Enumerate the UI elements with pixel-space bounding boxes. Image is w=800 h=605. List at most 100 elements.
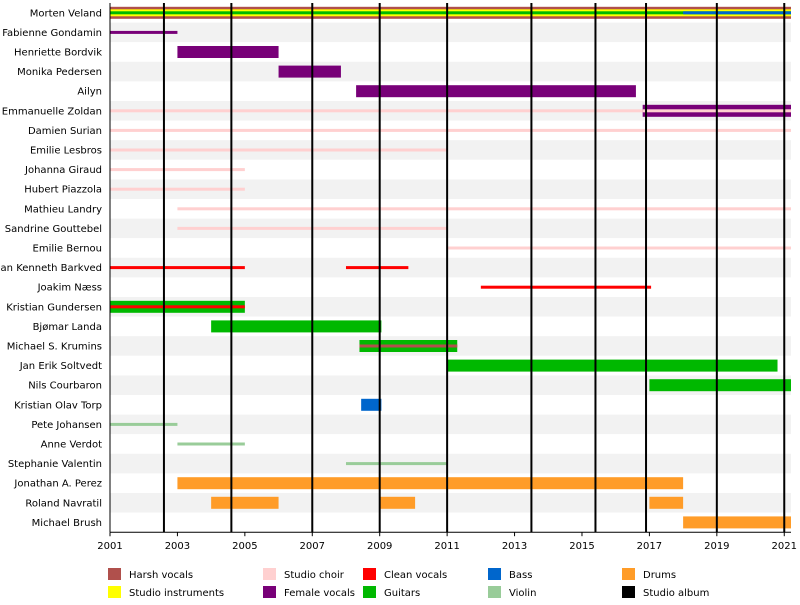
row-band	[110, 453, 791, 474]
x-tick-label: 2009	[367, 541, 392, 552]
legend-swatch-bass	[488, 568, 501, 580]
bar-choir	[110, 187, 245, 191]
x-tick-label: 2015	[569, 541, 594, 552]
bar-clean	[480, 285, 652, 289]
member-label: Bjømar Landa	[33, 322, 102, 333]
legend-label: Studio album	[643, 588, 709, 599]
bar-harsh	[359, 344, 458, 348]
bar-guitars	[649, 379, 791, 392]
x-tick-label: 2005	[232, 541, 257, 552]
bar-violin	[110, 422, 178, 426]
x-tick-label: 2003	[165, 541, 190, 552]
member-label: Pete Johansen	[31, 420, 102, 431]
legend: Harsh vocals Studio instruments Studio cho…	[108, 568, 709, 599]
row-band	[110, 297, 791, 317]
bar-violin	[345, 462, 448, 466]
member-bars	[110, 6, 792, 529]
x-tick-label: 2011	[434, 541, 459, 552]
row-band	[110, 434, 791, 454]
member-label: Jan Erik Soltvedt	[19, 361, 102, 372]
member-label: Johanna Giraud	[24, 165, 102, 176]
x-tick-label: 2017	[637, 541, 662, 552]
row-band	[110, 493, 791, 513]
legend-label: Guitars	[384, 588, 420, 599]
row-band	[110, 414, 791, 435]
member-label: Stephanie Valentin	[8, 459, 102, 470]
member-label: Morten Veland	[30, 8, 102, 19]
row-band	[110, 218, 791, 239]
bar-choir	[110, 109, 643, 113]
legend-swatch-female	[263, 586, 276, 598]
bar-choir	[110, 128, 791, 132]
member-label: Michael Brush	[32, 518, 102, 529]
member-label: Fabienne Gondamin	[2, 28, 102, 39]
row-band	[110, 159, 791, 180]
bar-female	[110, 30, 178, 34]
x-tick-label: 2013	[502, 541, 527, 552]
member-label: Emmanuelle Zoldan	[2, 106, 102, 117]
member-label: Monika Pedersen	[17, 67, 102, 78]
x-axis: 2001 2003 2005 2007 2009 2011 2013 2015 2017 2019…	[97, 3, 797, 552]
legend-label: Drums	[643, 570, 676, 581]
legend-swatch-instr	[108, 586, 121, 598]
member-label: Nils Courbaron	[28, 381, 102, 392]
member-label: Hubert Piazzola	[24, 185, 102, 196]
member-label: Joakim Næss	[37, 283, 102, 294]
row-band	[110, 42, 791, 62]
bar-drums	[379, 496, 416, 509]
legend-swatch-guitars	[363, 586, 376, 598]
bar-drums	[211, 496, 279, 509]
bar-drums	[683, 516, 791, 529]
legend-label: Studio choir	[284, 570, 345, 581]
member-label: Kristian Olav Torp	[14, 400, 102, 411]
bar-drums	[177, 477, 684, 490]
row-band	[110, 257, 791, 278]
member-label: Henriette Bordvik	[14, 48, 102, 59]
bar-choir	[110, 168, 245, 172]
legend-swatch-album	[622, 586, 635, 598]
legend-label: Violin	[509, 588, 536, 599]
bar-clean	[345, 266, 409, 270]
row-band	[110, 22, 791, 43]
bar-choir	[177, 207, 792, 211]
legend-swatch-harsh	[108, 568, 121, 580]
row-band	[110, 179, 791, 199]
bar-bass	[683, 11, 791, 15]
album-lines	[162, 3, 786, 533]
legend-swatch-choir	[263, 568, 276, 580]
bar-choir	[447, 246, 791, 250]
member-label: Michael S. Krumins	[7, 342, 102, 353]
row-backgrounds	[110, 3, 791, 533]
member-label: Jonathan A. Perez	[13, 479, 102, 490]
member-label: Emilie Bernou	[33, 244, 102, 255]
member-label: Sandrine Gouttebel	[5, 224, 102, 235]
legend-swatch-drums	[622, 568, 635, 580]
member-label: Damien Surian	[28, 126, 102, 137]
member-label: Ailyn	[77, 87, 102, 98]
bar-bass	[361, 398, 382, 411]
x-tick-label: 2007	[300, 541, 325, 552]
legend-label: Harsh vocals	[129, 570, 193, 581]
member-label: Kristian Gundersen	[6, 302, 102, 313]
legend-swatch-clean	[363, 568, 376, 580]
row-band	[110, 277, 791, 297]
legend-label: Female vocals	[284, 588, 355, 599]
bar-drums	[649, 496, 684, 509]
row-band	[110, 61, 791, 82]
member-label: Jan Kenneth Barkved	[0, 263, 102, 274]
x-tick-label: 2021	[772, 541, 797, 552]
bar-female	[278, 65, 341, 78]
row-band	[110, 512, 791, 533]
bar-female	[356, 85, 636, 98]
bar-guitars	[447, 359, 778, 372]
member-label: Roland Navratil	[25, 498, 102, 509]
legend-swatch-violin	[488, 586, 501, 598]
row-band	[110, 375, 791, 395]
x-tick-label: 2019	[704, 541, 729, 552]
legend-label: Clean vocals	[384, 570, 447, 581]
bar-violin	[177, 442, 245, 446]
x-tick-label: 2001	[97, 541, 122, 552]
bar-clean	[110, 305, 245, 309]
bar-guitars	[211, 320, 382, 333]
